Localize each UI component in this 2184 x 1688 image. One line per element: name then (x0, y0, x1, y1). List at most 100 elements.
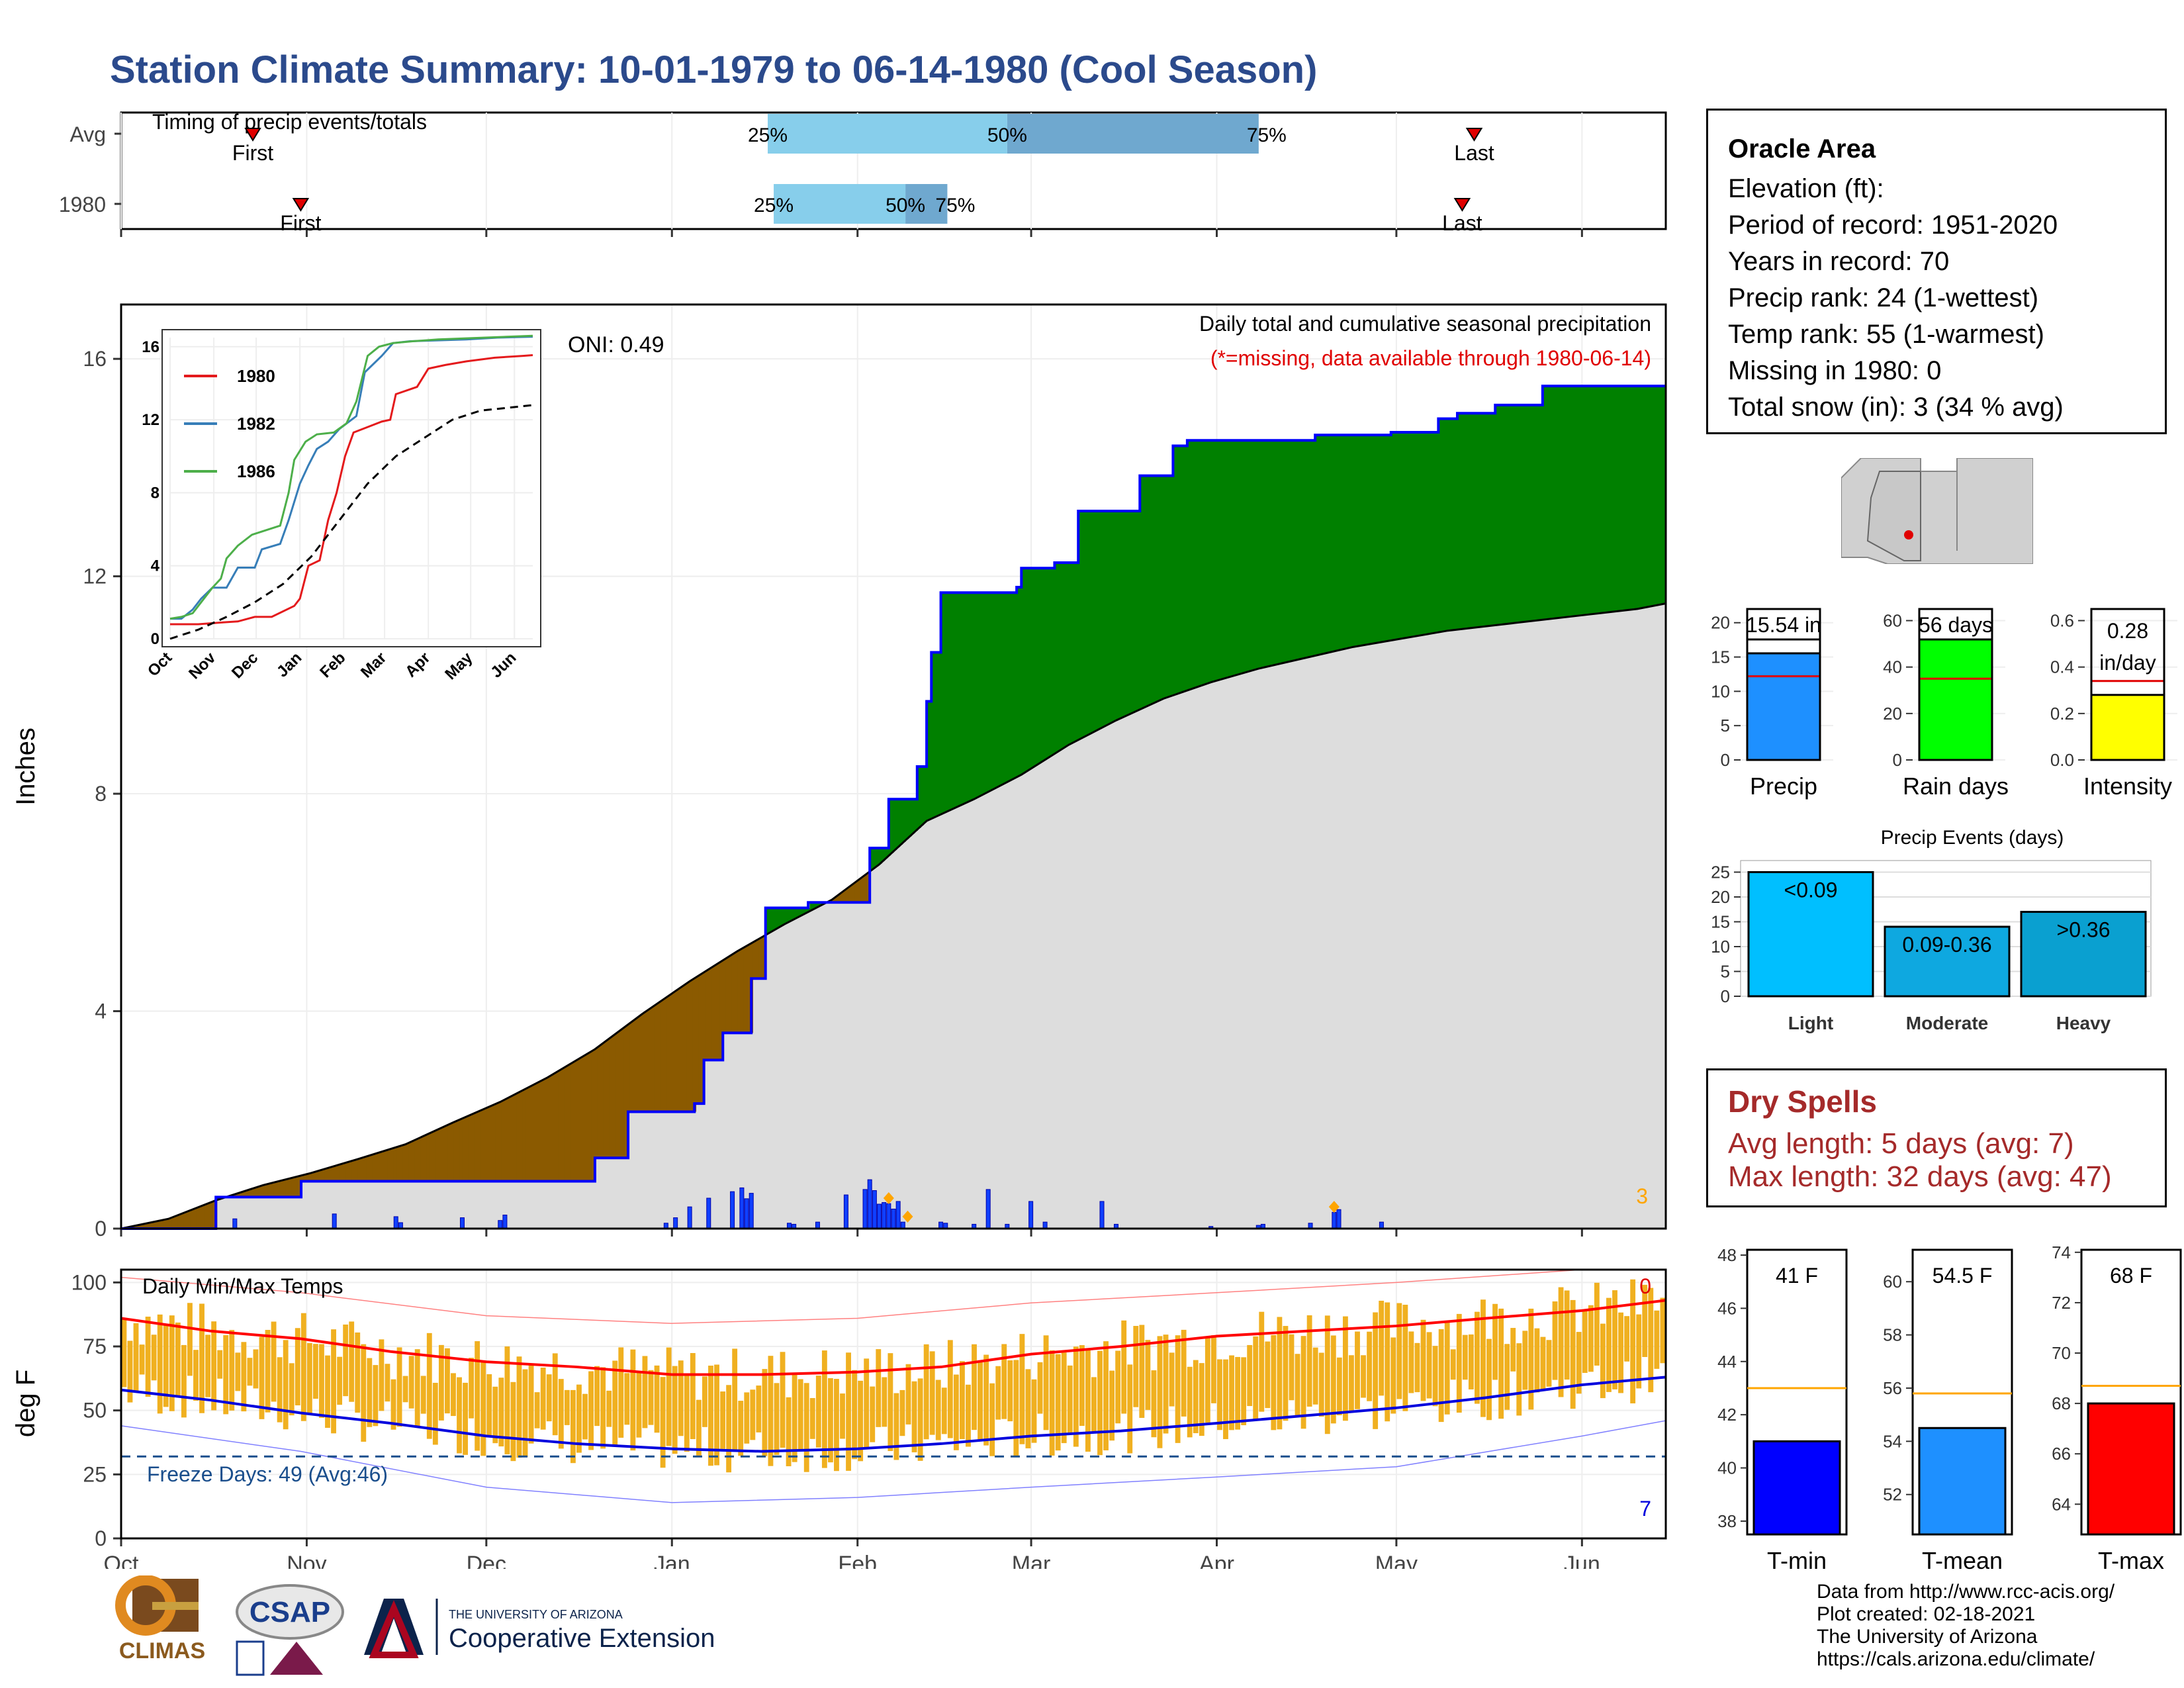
daily-temp-bar (1414, 1342, 1420, 1393)
wetter-area (1450, 418, 1454, 631)
wetter-area (1126, 511, 1130, 715)
daily-temp-bar (989, 1383, 995, 1456)
timing-p75: 75% (935, 195, 975, 216)
wetter-area (1081, 511, 1086, 737)
wetter-area (1151, 475, 1155, 704)
summary-bar-rain-days (1918, 629, 1993, 761)
station-location-marker (1904, 530, 1913, 539)
daily-temp-bar (199, 1303, 205, 1413)
daily-temp-bar (774, 1383, 780, 1455)
drier-area (735, 951, 739, 1033)
daily-temp-bar (145, 1317, 151, 1397)
drier-area (474, 1112, 478, 1182)
daily-temp-bar (564, 1389, 570, 1425)
daily-temp-bar (654, 1365, 660, 1433)
drier-area (190, 1209, 194, 1229)
drier-area (854, 881, 858, 903)
daily-temp-bar (1336, 1357, 1342, 1415)
wetter-area (1516, 404, 1520, 623)
daily-temp-bar (876, 1349, 882, 1427)
wetter-area (953, 592, 957, 808)
drier-area (623, 1026, 628, 1158)
daily-temp-bar (929, 1351, 935, 1435)
drier-area (316, 1171, 320, 1182)
drier-area (519, 1091, 523, 1182)
drier-area (567, 1064, 571, 1182)
wetter-area (965, 592, 969, 803)
summary-value-label: 15.54 in (1746, 613, 1821, 637)
wetter-area (1118, 511, 1122, 719)
daily-temp-bar (941, 1387, 947, 1434)
daily-temp-bar (1127, 1364, 1133, 1454)
wetter-area (1384, 435, 1388, 641)
wetter-area (1177, 445, 1181, 694)
wetter-area (1091, 511, 1095, 733)
drier-area (723, 959, 727, 1033)
drier-area (633, 1019, 637, 1112)
daily-temp-bar (1402, 1305, 1408, 1411)
precip-summary-bars: 0 5 10 15 20 15.54 in Precip 0 20 40 60 56 days Rain… (1711, 608, 2177, 800)
timing-p25: 25% (748, 124, 788, 146)
wetter-area (1459, 413, 1463, 630)
drier-area (238, 1192, 242, 1197)
wetter-area (1049, 568, 1053, 757)
wetter-area (899, 799, 903, 845)
daily-temp-bar (708, 1366, 713, 1466)
wetter-area (1336, 435, 1340, 651)
drier-area (668, 994, 672, 1112)
temp-summary-category: T-max (2098, 1547, 2164, 1574)
daily-temp-bar (1277, 1317, 1283, 1430)
drier-area (154, 1221, 158, 1229)
daily-temp-bar (1085, 1350, 1091, 1452)
daily-temp-bar (684, 1374, 690, 1452)
wetter-area (1169, 475, 1173, 696)
wetter-area (1283, 440, 1287, 663)
wetter-area (786, 908, 790, 923)
drier-area (684, 984, 688, 1112)
drier-area (860, 877, 864, 903)
temp-summary-category: T-mean (1922, 1547, 2003, 1574)
wetter-area (989, 592, 993, 791)
daily-temp-bar (1265, 1341, 1271, 1409)
timing-p50: 50% (886, 195, 925, 216)
daily-temp-bar (1229, 1355, 1234, 1430)
daily-precip-bar (862, 1189, 868, 1229)
y-tick-label: 25 (83, 1462, 107, 1486)
wetter-area (1261, 440, 1265, 668)
daily-temp-bar (732, 1348, 738, 1450)
wetter-area (971, 592, 975, 800)
wetter-area (983, 592, 987, 794)
drier-area (303, 1174, 308, 1182)
wetter-area (881, 848, 886, 861)
wetter-area (1414, 432, 1418, 637)
daily-temp-bar (678, 1360, 684, 1436)
inset-legend-label: 1982 (237, 414, 275, 434)
daily-temp-bar (978, 1360, 983, 1440)
wetter-area (1193, 440, 1197, 688)
wetter-area (1013, 592, 1017, 778)
wetter-area (1291, 440, 1295, 661)
drier-area (429, 1133, 433, 1182)
drier-area (405, 1143, 409, 1182)
temp-summary-bars: 38 40 42 44 46 48 41 F T-min 52 54 56 58 60 54.5 F T-m… (1717, 1243, 2182, 1574)
wetter-area (1165, 475, 1169, 698)
temp-summary-bar-t-mean (1918, 1427, 2007, 1536)
wetter-area (1662, 386, 1666, 604)
daily-precip-bar (459, 1217, 465, 1229)
wetter-area (974, 592, 978, 798)
wetter-area (1171, 445, 1175, 696)
wetter-area (1609, 386, 1613, 612)
y-tick-label: 66 (2052, 1444, 2071, 1464)
wetter-area (1462, 413, 1466, 629)
daily-temp-bar (917, 1378, 923, 1461)
daily-temp-bar (1342, 1316, 1348, 1421)
station-info-box: Oracle Area Elevation (ft): Period of re… (1706, 109, 2167, 434)
daily-temp-bar (522, 1369, 528, 1458)
wetter-area (1213, 440, 1218, 681)
drier-area (621, 1028, 625, 1158)
drier-area (210, 1201, 214, 1229)
daily-temp-bar (809, 1397, 815, 1439)
daily-temp-bar (1516, 1343, 1522, 1416)
wetter-area (1633, 386, 1637, 610)
daily-temp-bar (803, 1383, 809, 1472)
